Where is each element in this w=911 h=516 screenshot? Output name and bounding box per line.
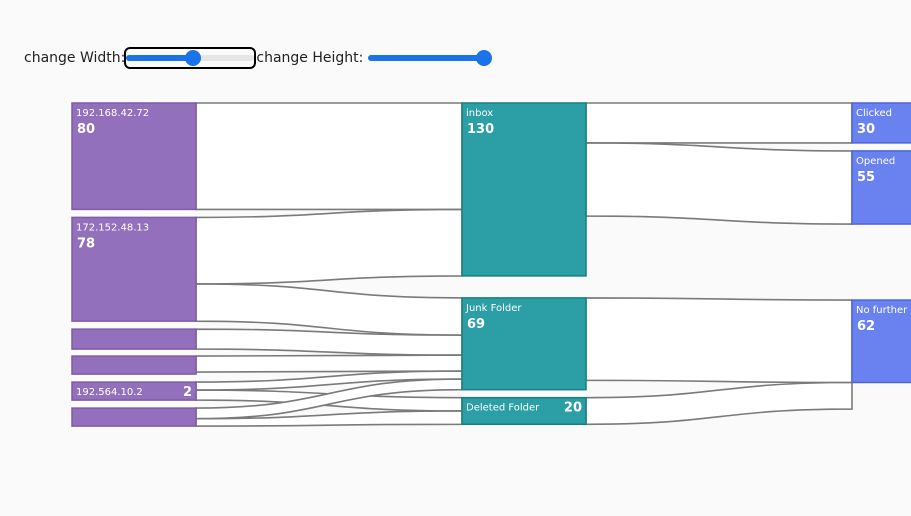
sankey-node-label-clicked: Clicked bbox=[856, 108, 892, 119]
sankey-node-label-opened: Opened bbox=[856, 156, 895, 167]
sankey-link-deleted-nofurther[interactable] bbox=[585, 381, 853, 426]
sankey-node-label-ip5: 192.564.10.2 bbox=[76, 387, 143, 398]
sankey-node-inbox[interactable] bbox=[461, 102, 587, 277]
sankey-node-clicked[interactable] bbox=[851, 102, 911, 144]
sankey-node-junk[interactable] bbox=[461, 297, 587, 391]
sankey-node-label-inbox: inbox bbox=[466, 108, 493, 119]
height-slider[interactable] bbox=[368, 49, 493, 67]
sankey-node-value-ip1: 80 bbox=[77, 122, 95, 137]
width-slider-thumb[interactable] bbox=[184, 50, 201, 66]
height-slider-fill bbox=[368, 55, 485, 61]
sankey-node-ip3[interactable] bbox=[71, 328, 197, 350]
sankey-node-ip1[interactable] bbox=[71, 102, 197, 211]
sankey-link-junk-nofurther[interactable] bbox=[585, 297, 853, 384]
sankey-link-inbox-clicked[interactable] bbox=[585, 102, 853, 144]
sankey-node-ip5[interactable] bbox=[71, 381, 197, 401]
sankey-link-ip1-inbox[interactable] bbox=[195, 102, 463, 211]
sankey-link-ip2-junk[interactable] bbox=[195, 283, 463, 336]
height-slider-thumb[interactable] bbox=[476, 50, 493, 66]
controls-bar: change Width: change Height: bbox=[24, 47, 493, 69]
sankey-node-value-clicked: 30 bbox=[857, 122, 875, 137]
width-slider-label: change Width: bbox=[24, 50, 126, 66]
sankey-link-ip4-junk[interactable] bbox=[195, 354, 463, 373]
sankey-node-ip6[interactable] bbox=[71, 407, 197, 427]
sankey-node-label-deleted: Deleted Folder bbox=[466, 403, 540, 414]
sankey-node-ip2[interactable] bbox=[71, 216, 197, 322]
sankey-node-label-ip2: 172.152.48.13 bbox=[76, 222, 149, 233]
height-slider-label: change Height: bbox=[256, 50, 364, 66]
sankey-node-nofurther[interactable] bbox=[851, 299, 911, 384]
sankey-node-value-inbox: 130 bbox=[467, 122, 494, 137]
sankey-node-label-ip1: 192.168.42.72 bbox=[76, 108, 149, 119]
sankey-node-value-opened: 55 bbox=[857, 170, 875, 185]
width-slider[interactable] bbox=[124, 47, 257, 69]
sankey-node-value-nofurther: 62 bbox=[857, 319, 875, 334]
sankey-node-value-ip5: 2 bbox=[183, 385, 192, 400]
sankey-node-value-junk: 69 bbox=[467, 317, 485, 332]
sankey-node-deleted[interactable] bbox=[461, 396, 587, 426]
sankey-node-value-ip2: 78 bbox=[77, 236, 95, 251]
sankey-link-ip2-inbox[interactable] bbox=[195, 208, 463, 285]
sankey-nodes: 192.168.42.72 80 172.152.48.13 78 192.564.10… bbox=[71, 102, 911, 427]
sankey-node-value-deleted: 20 bbox=[564, 401, 582, 416]
sankey-node-label-junk: Junk Folder bbox=[465, 303, 522, 314]
sankey-node-opened[interactable] bbox=[851, 150, 911, 225]
sankey-node-label-nofurther: No further action bbox=[856, 305, 911, 316]
sankey-node-ip4[interactable] bbox=[71, 355, 197, 375]
sankey-link-inbox-opened[interactable] bbox=[585, 142, 853, 225]
width-slider-fill bbox=[126, 55, 193, 61]
